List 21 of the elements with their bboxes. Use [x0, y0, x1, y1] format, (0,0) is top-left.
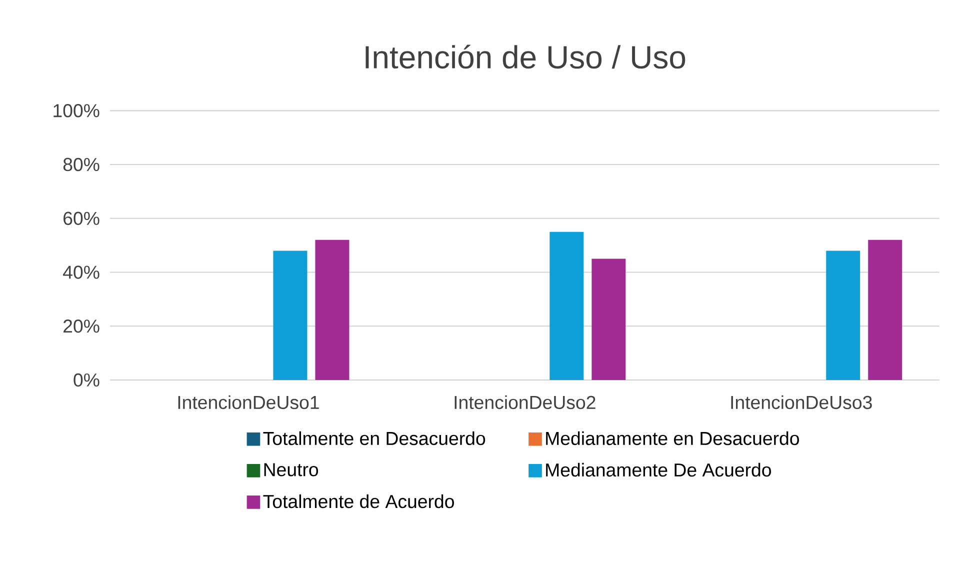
legend-label: Neutro — [264, 463, 318, 476]
bar — [315, 240, 350, 380]
legend-label: Totalmente en Desacuerdo — [263, 431, 486, 446]
legend-label: Totalmente de Acuerdo — [263, 494, 454, 508]
bar — [868, 240, 902, 380]
y-tick-label: 60% — [64, 212, 100, 226]
y-tick-label: 20% — [64, 320, 100, 333]
y-tick-label: 80% — [63, 158, 100, 172]
y-tick-label: 0% — [74, 373, 100, 387]
x-tick-label: IntencionDeUso3 — [731, 395, 872, 410]
y-tick-label: 40% — [63, 266, 100, 279]
y-tick-label: 100% — [54, 104, 100, 118]
x-tick-label: IntencionDeUso1 — [178, 395, 319, 410]
legend-label: Medianamente en Desacuerdo — [546, 431, 799, 446]
bar — [826, 250, 860, 380]
chart-title: Intención de Uso / Uso — [366, 44, 686, 69]
x-tick-label: IntencionDeUso2 — [454, 395, 596, 410]
bar — [550, 232, 584, 380]
legend-label: Medianamente De Acuerdo — [546, 462, 771, 477]
bar — [592, 258, 626, 380]
bar — [273, 250, 308, 380]
